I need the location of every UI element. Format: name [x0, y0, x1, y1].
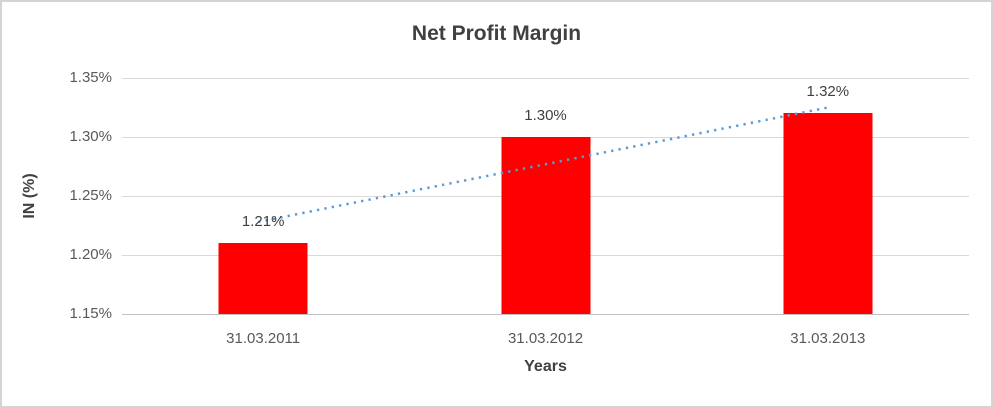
bar: [501, 137, 590, 314]
y-tick-label: 1.25%: [69, 187, 112, 204]
bar-value-label: 1.21%: [241, 213, 285, 231]
x-axis-title: Years: [524, 358, 567, 375]
y-tick-label: 1.15%: [69, 305, 112, 322]
gridline: [122, 77, 969, 79]
plot-area: 1.21% 1.30% 1.32%: [122, 77, 969, 315]
category-label: 31.03.2012: [507, 330, 584, 347]
y-axis-title: IN (%): [21, 173, 38, 219]
bar: [218, 243, 308, 314]
category-label: 31.03.2011: [226, 330, 301, 347]
bar: [783, 113, 873, 314]
y-tick-label: 1.30%: [69, 128, 112, 145]
trendline-path: [257, 106, 829, 224]
gridline: [122, 313, 969, 315]
y-tick-label: 1.20%: [69, 246, 112, 263]
bar-value-label: 1.30%: [524, 107, 567, 124]
y-tick-label: 1.35%: [69, 69, 112, 86]
chart-title: Net Profit Margin: [411, 22, 582, 45]
bar-value-label: 1.32%: [806, 83, 850, 101]
category-label: 31.03.2013: [790, 330, 866, 347]
